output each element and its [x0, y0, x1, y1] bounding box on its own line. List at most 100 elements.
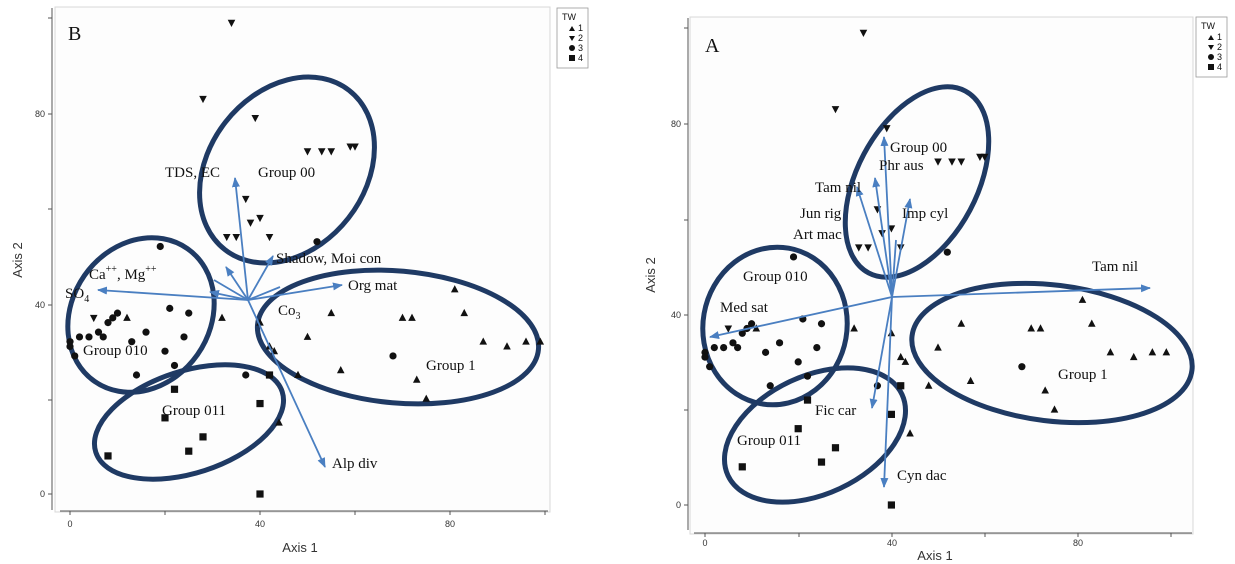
data-point-circle [775, 339, 784, 347]
data-point-triangle-up [1148, 348, 1157, 356]
plot-frame [54, 6, 551, 513]
circle-icon [1208, 54, 1214, 60]
env-vectors [97, 177, 343, 468]
data-point-square [887, 501, 895, 509]
data-point-triangle-up [327, 308, 336, 317]
data-point-triangle-down [957, 158, 966, 166]
data-point-triangle-down [724, 325, 733, 333]
y-axis: 80 40 0 [35, 8, 53, 510]
data-point-circle [128, 338, 136, 346]
square-icon [1208, 64, 1214, 70]
data-point-triangle-down [859, 29, 868, 37]
data-point-triangle-up [966, 376, 975, 384]
vector-stub [891, 239, 897, 298]
vector-phr-aus [880, 136, 893, 298]
data-point-triangle-up [450, 285, 459, 293]
data-point-square [256, 490, 264, 498]
vector-stub [247, 286, 281, 301]
data-point-square [794, 425, 802, 433]
data-point-circle [156, 242, 164, 251]
group-label-00: Group 00 [890, 140, 947, 156]
data-point-triangle-up [1050, 405, 1059, 413]
data-point-triangle-down [303, 148, 312, 156]
data-point-circle [185, 309, 193, 317]
legend-entry: 1 [1217, 32, 1222, 42]
y-axis: 80 40 0 [671, 18, 689, 530]
data-point-triangle-up [294, 370, 302, 378]
x-axis-label: Axis 1 [917, 548, 952, 563]
data-point-triangle-down [241, 195, 250, 204]
data-point-square [104, 452, 112, 460]
data-point-circle [761, 348, 770, 356]
data-point-triangle-down [346, 143, 355, 151]
data-point-triangle-up [752, 324, 761, 332]
legend: TW 1 2 3 4 [1195, 16, 1228, 78]
data-point-circle [766, 382, 774, 390]
y-tick-label: 40 [671, 310, 681, 320]
data-point-triangle-down [351, 143, 359, 151]
legend-title: TW [1201, 21, 1215, 31]
data-point-triangle-up [336, 366, 345, 374]
data-point-circle [161, 347, 169, 355]
data-point-triangle-down [251, 114, 260, 123]
data-point-triangle-down [227, 19, 236, 27]
data-point-circle [170, 361, 179, 370]
markers [701, 29, 1171, 509]
data-point-circle [75, 333, 84, 341]
data-point-circle [94, 328, 103, 336]
vector-tam-nil-1 [872, 177, 893, 298]
data-point-triangle-up [887, 329, 896, 337]
vector-label-cyn-dac: Cyn dac [897, 468, 947, 484]
group-label-00: Group 00 [258, 165, 315, 181]
x-tick-label: 80 [1073, 538, 1083, 548]
y-tick-label: 0 [40, 489, 45, 499]
data-point-triangle-down [256, 214, 264, 223]
data-point-circle [794, 358, 802, 366]
legend-entry: 4 [578, 53, 583, 63]
data-point-circle [99, 333, 107, 341]
data-point-circle [242, 371, 250, 379]
data-point-triangle-up [906, 429, 914, 437]
vector-cyn-dac [880, 296, 893, 488]
data-point-triangle-down [854, 244, 863, 252]
legend-entry: 4 [1217, 62, 1222, 72]
legend-title: TW [562, 12, 576, 22]
group-00-ellipse [197, 74, 377, 266]
y-axis-label: Axis 2 [643, 257, 658, 292]
data-point-circle [1018, 363, 1026, 371]
data-point-triangle-up [850, 324, 858, 332]
data-point-triangle-down [232, 233, 241, 242]
group-label-010: Group 010 [83, 343, 148, 359]
x-tick-label: 40 [887, 538, 897, 548]
vector-label-art-mac: Art mac [793, 227, 842, 243]
data-point-triangle-up [218, 313, 226, 321]
data-point-square [199, 433, 207, 441]
group-label-011: Group 011 [737, 433, 801, 449]
group-011-ellipse [721, 365, 909, 505]
vector-label-tds-ec: TDS, EC [165, 165, 220, 181]
x-axis: 0 40 80 [60, 510, 548, 529]
data-point-circle [943, 248, 951, 256]
data-point-circle [734, 343, 742, 352]
vector-label-co3: Co3 [278, 303, 301, 322]
data-point-circle [701, 353, 709, 361]
data-point-circle [113, 309, 122, 317]
vector-ca-mg [225, 266, 249, 301]
data-point-triangle-up [412, 375, 421, 383]
data-point-triangle-down [317, 148, 326, 156]
data-point-circle [389, 352, 397, 360]
group-label-1: Group 1 [1058, 367, 1108, 383]
data-point-triangle-up [1087, 319, 1096, 327]
vector-imp-cyl [891, 198, 913, 298]
data-point-circle [109, 314, 117, 322]
data-point-square [831, 444, 840, 452]
vector-tam-nil-2 [891, 284, 1151, 298]
x-tick-label: 40 [255, 519, 265, 529]
vector-alp-div [247, 299, 326, 468]
data-point-triangle-up [303, 332, 312, 340]
vector-shadow [247, 255, 274, 301]
data-point-square [803, 396, 812, 404]
data-point-triangle-up [1162, 348, 1171, 356]
vector-label-fic-car: Fic car [815, 403, 856, 419]
